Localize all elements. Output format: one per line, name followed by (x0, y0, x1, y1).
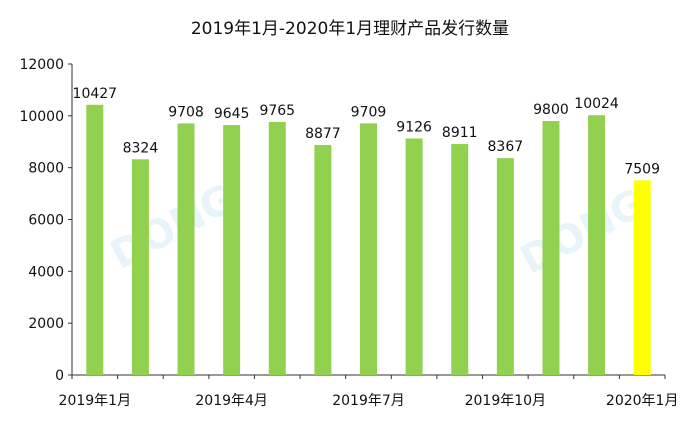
data-label: 9645 (214, 106, 250, 122)
bar (496, 158, 514, 375)
bar (86, 104, 104, 376)
watermark-left: DONG (103, 176, 242, 279)
data-label: 8877 (305, 126, 341, 142)
bar (451, 144, 469, 375)
y-tick-label: 4000 (28, 264, 64, 280)
y-tick-label: 8000 (28, 161, 64, 177)
bar (405, 138, 423, 375)
data-label: 10024 (574, 96, 619, 112)
data-label: 8911 (442, 125, 478, 141)
y-tick-label: 2000 (28, 316, 64, 332)
bar (314, 144, 332, 375)
x-tick-label: 2019年1月 (59, 393, 132, 409)
x-tick-label: 2019年7月 (332, 393, 405, 409)
y-tick-label: 10000 (19, 109, 64, 125)
data-label: 7509 (624, 161, 660, 177)
data-label: 9709 (351, 104, 387, 120)
x-tick-label: 2020年1月 (606, 393, 679, 409)
y-tick-label: 0 (55, 368, 64, 384)
data-label: 9765 (259, 103, 295, 119)
data-label: 9708 (168, 104, 204, 120)
y-tick-label: 6000 (28, 213, 64, 229)
bar (360, 123, 377, 375)
x-tick-label: 2019年4月 (195, 393, 268, 409)
x-tick-label: 2019年10月 (465, 393, 546, 409)
bar (223, 125, 241, 375)
data-label: 10427 (73, 86, 118, 102)
watermark-right: DONG (513, 181, 652, 284)
data-label: 8367 (488, 139, 524, 155)
bar (588, 115, 606, 375)
chart-title: 2019年1月-2020年1月理财产品发行数量 (190, 19, 510, 39)
data-label: 8324 (123, 140, 159, 156)
bar (268, 121, 286, 375)
bar (177, 123, 195, 375)
bar (131, 159, 149, 375)
data-label: 9126 (396, 119, 432, 135)
bar (542, 121, 560, 376)
data-label: 9800 (533, 102, 569, 118)
bar (633, 180, 651, 375)
y-tick-label: 12000 (19, 57, 64, 73)
